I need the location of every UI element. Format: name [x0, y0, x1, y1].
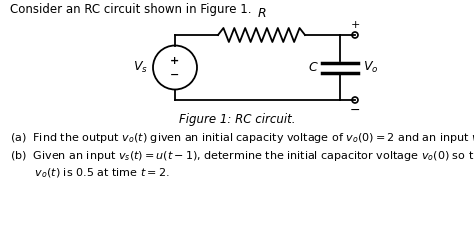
Text: −: −	[350, 103, 360, 116]
Text: $V_s$: $V_s$	[133, 60, 148, 75]
Text: +: +	[170, 55, 180, 66]
Text: Consider an RC circuit shown in Figure 1.: Consider an RC circuit shown in Figure 1…	[10, 3, 252, 16]
Text: (a)  Find the output $v_o(t)$ given an initial capacity voltage of $v_o(0) = 2$ : (a) Find the output $v_o(t)$ given an in…	[10, 131, 474, 145]
Text: C: C	[308, 61, 317, 74]
Text: (b)  Given an input $v_s(t) = u(t-1)$, determine the initial capacitor voltage $: (b) Given an input $v_s(t) = u(t-1)$, de…	[10, 149, 474, 163]
Text: Figure 1: RC circuit.: Figure 1: RC circuit.	[179, 113, 295, 126]
Text: $v_o(t)$ is 0.5 at time $t = 2$.: $v_o(t)$ is 0.5 at time $t = 2$.	[10, 166, 170, 179]
Text: R: R	[257, 7, 266, 20]
Text: −: −	[170, 70, 180, 79]
Text: +: +	[350, 20, 360, 30]
Text: $V_o$: $V_o$	[363, 60, 379, 75]
